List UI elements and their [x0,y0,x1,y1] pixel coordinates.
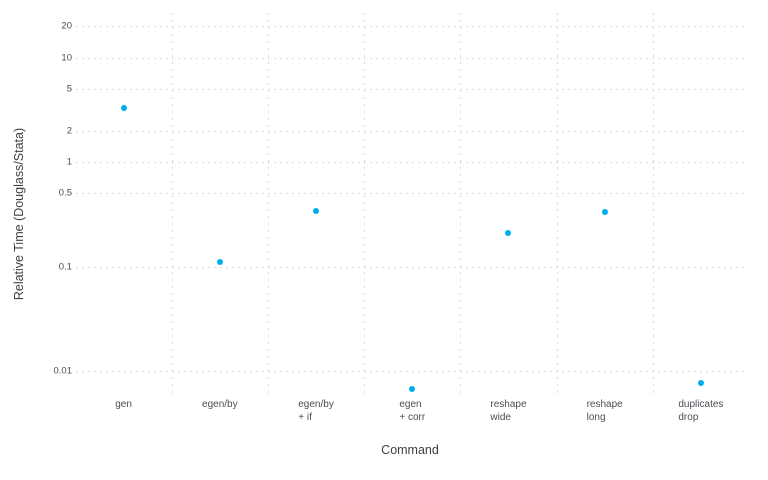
x-tick-label: reshape wide [490,399,526,424]
data-point [409,385,416,392]
gridline-v [364,13,366,394]
x-tick-label-line: duplicates [678,399,724,410]
gridline-h [75,193,747,195]
x-tick-label-line: egen/by [298,399,334,410]
x-tick-label-line: egen/by [202,399,238,410]
y-tick-label: 5 [66,83,72,95]
gridline-h [75,130,747,132]
x-tick-label-line: long [586,411,606,423]
gridline-v [460,13,462,394]
data-point [505,229,512,236]
y-tick-label: 0.1 [58,261,72,272]
data-point [601,209,608,216]
gridline-v [267,13,269,394]
y-tick-label: 2 [66,125,72,137]
gridline-h [75,162,747,163]
y-tick-label: 0.5 [58,187,72,199]
data-point [313,207,320,214]
gridline-v [171,13,173,394]
x-tick-label-line: + corr [399,411,426,423]
data-point [120,104,127,111]
x-tick-label-line: wide [490,411,511,423]
data-point [216,259,223,266]
gridline-h [75,88,747,90]
y-axis-title: Relative Time (Douglass/Stata) [12,127,26,301]
x-tick-label-line: reshape [490,399,527,410]
gridline-v [652,13,654,394]
gridline-h [75,57,747,59]
x-tick-label: duplicates drop [678,399,723,424]
x-axis-title: Command [381,443,439,457]
x-tick-label: reshape long [587,399,623,424]
x-tick-label: egen/by [202,399,238,412]
x-tick-label-line: + if [298,411,312,423]
x-tick-label-line: drop [678,411,699,423]
data-point [697,379,704,386]
x-tick-label-line: gen [115,399,132,410]
gridline-h [75,266,747,268]
y-tick-label: 1 [66,156,72,168]
y-tick-label: 20 [61,20,72,32]
plot-area [75,13,750,394]
x-tick-label-line: reshape [586,399,623,410]
gridline-h [75,371,747,372]
x-tick-label: gen [115,399,132,412]
x-tick-label-line: egen [399,399,422,410]
x-tick-label: egen/by + if [298,399,334,424]
y-tick-label: 0.01 [53,365,73,377]
gridline-v [556,13,558,394]
x-tick-label: egen + corr [399,399,425,424]
gridline-h [75,26,747,28]
y-tick-label: 10 [61,52,72,63]
